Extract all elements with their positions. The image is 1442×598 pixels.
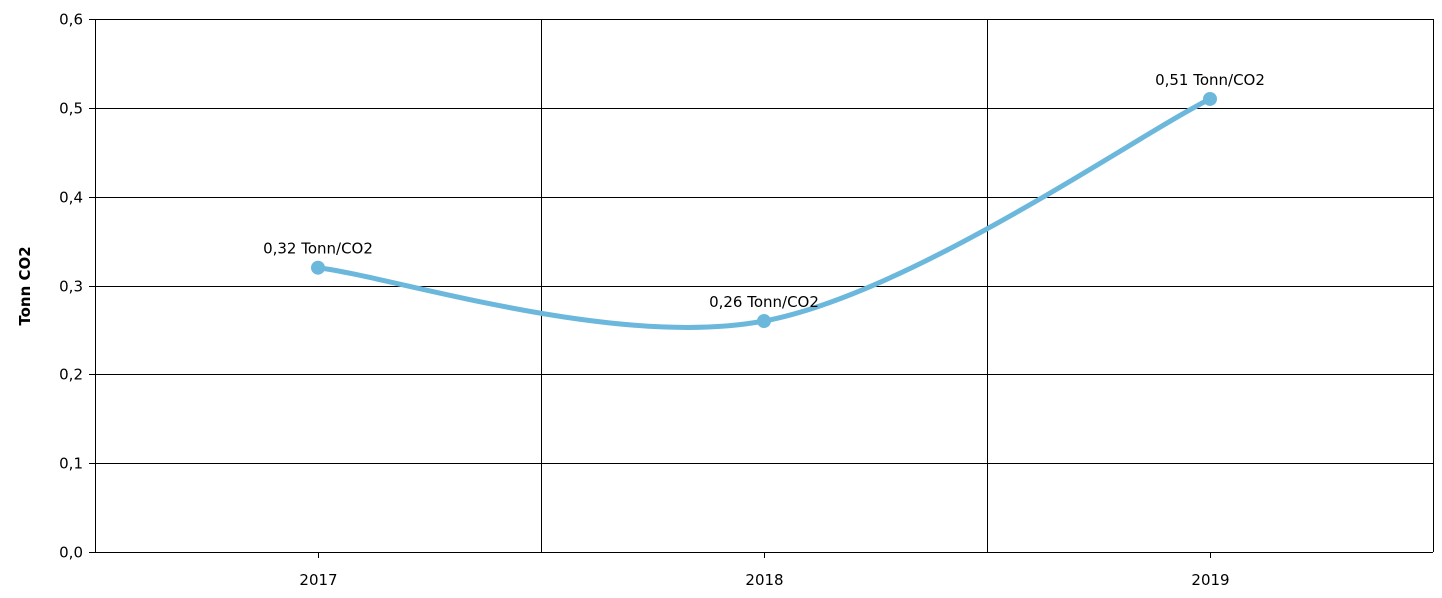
y-tick-label: 0,4 — [59, 189, 83, 207]
data-label: 0,51 Tonn/CO2 — [1155, 71, 1265, 89]
data-label: 0,26 Tonn/CO2 — [709, 293, 819, 311]
data-point — [311, 260, 325, 275]
y-tick-label: 0,2 — [59, 366, 83, 384]
y-axis-ticks: 0,0 0,1 0,2 0,3 0,4 0,5 0,6 — [59, 11, 83, 562]
y-tick-label: 0,3 — [59, 278, 83, 296]
series — [311, 91, 1217, 330]
x-tick-label: 2019 — [1191, 571, 1229, 589]
y-tick-label: 0,6 — [59, 11, 83, 29]
y-tick-label: 0,5 — [59, 100, 83, 118]
grid — [95, 19, 1434, 553]
data-point — [1203, 91, 1217, 106]
x-tick-label: 2018 — [745, 571, 783, 589]
x-tick-label: 2017 — [299, 571, 337, 589]
axes — [89, 19, 1433, 558]
data-label: 0,32 Tonn/CO2 — [263, 240, 373, 258]
y-tick-label: 0,0 — [59, 544, 83, 562]
data-point — [757, 314, 771, 329]
y-tick-label: 0,1 — [59, 455, 83, 473]
data-labels: 0,32 Tonn/CO2 0,26 Tonn/CO2 0,51 Tonn/CO2 — [263, 71, 1265, 311]
y-axis-title: Tonn CO2 — [16, 246, 34, 325]
x-axis-ticks: 2017 2018 2019 — [299, 571, 1229, 589]
